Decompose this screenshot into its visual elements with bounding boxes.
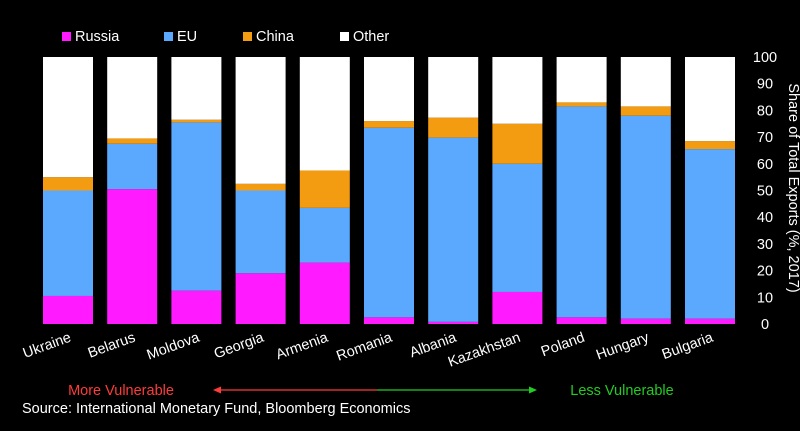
bar-russia-poland [556,317,607,324]
bar-eu-georgia [235,190,286,274]
y-tick-label: 60 [757,157,773,173]
bar-eu-moldova [171,122,222,291]
y-tick-label: 30 [757,237,773,253]
bar-china-moldova [171,119,222,123]
bar-china-armenia [299,170,350,208]
bar-other-ukraine [43,57,93,178]
legend-label-russia: Russia [75,29,120,45]
bars [43,57,735,324]
x-tick-label: Poland [539,330,587,360]
less-vulnerable-label: Less Vulnerable [570,383,673,399]
bar-eu-romania [364,127,414,318]
y-axis-label: Share of Total Exports (%, 2017) [785,83,800,292]
legend: Russia EU China Other [62,29,389,45]
bar-china-georgia [235,183,286,191]
x-tick-label: Georgia [212,329,267,362]
legend-label-other: Other [353,29,389,45]
x-tick-label: Ukraine [21,330,73,362]
bar-china-hungary [620,106,671,116]
y-tick-label: 100 [753,50,777,66]
bar-other-belarus [107,57,158,139]
bar-china-poland [556,102,607,107]
bar-china-albania [428,117,479,138]
bar-china-bulgaria [685,141,735,150]
bar-other-georgia [235,57,286,184]
y-tick-label: 0 [761,317,769,333]
bar-eu-kazakhstan [492,163,543,292]
legend-swatch-russia [62,32,71,41]
x-tick-label: Moldova [145,329,203,363]
arrow-head-right [529,386,537,394]
bar-other-hungary [620,57,671,107]
bar-eu-hungary [620,115,671,319]
x-tick-label: Belarus [86,330,138,362]
bar-china-romania [364,121,414,128]
bar-other-moldova [171,57,222,120]
bar-russia-romania [364,317,414,324]
bar-other-armenia [299,57,350,171]
arrow-head-left [213,386,221,394]
bar-china-belarus [107,138,158,144]
bar-eu-albania [428,137,479,322]
legend-swatch-china [243,32,252,41]
bar-other-bulgaria [685,57,735,142]
bar-other-poland [556,57,607,103]
bar-eu-ukraine [43,190,93,296]
x-tick-label: Romania [334,329,395,364]
bar-eu-poland [556,106,607,318]
legend-swatch-other [340,32,349,41]
y-tick-label: 90 [757,77,773,93]
bar-russia-armenia [299,262,350,324]
y-tick-label: 20 [757,264,773,280]
y-tick-label: 10 [757,290,773,306]
y-axis: 0 10 20 30 40 50 60 70 80 90 100 [753,50,777,333]
bar-eu-armenia [299,207,350,263]
bar-eu-belarus [107,143,158,190]
bar-russia-ukraine [43,295,93,324]
bar-russia-hungary [620,318,671,324]
y-tick-label: 50 [757,184,773,200]
bar-russia-belarus [107,189,158,324]
bar-other-romania [364,57,414,122]
x-tick-label: Bulgaria [660,329,716,363]
bar-other-kazakhstan [492,57,543,124]
legend-label-china: China [256,29,295,45]
bar-russia-moldova [171,290,222,324]
bar-russia-kazakhstan [492,291,543,324]
bar-eu-bulgaria [685,149,735,319]
bar-china-ukraine [43,177,93,191]
source-note: Source: International Monetary Fund, Blo… [22,401,411,417]
bar-russia-georgia [235,273,286,324]
bar-russia-bulgaria [685,318,735,324]
x-tick-label: Kazakhstan [446,330,523,371]
bar-china-kazakhstan [492,123,543,164]
legend-label-eu: EU [177,29,197,45]
x-tick-label: Hungary [594,329,652,363]
y-tick-label: 70 [757,130,773,146]
vulnerability-arrow: More Vulnerable Less Vulnerable [68,383,674,399]
bar-russia-albania [428,321,479,324]
legend-swatch-eu [164,32,173,41]
x-tick-label: Armenia [274,329,331,363]
y-tick-label: 80 [757,103,773,119]
y-tick-label: 40 [757,210,773,226]
bar-other-albania [428,57,479,118]
more-vulnerable-label: More Vulnerable [68,383,174,399]
x-axis-labels: Ukraine Belarus Moldova Georgia Armenia Roman… [21,329,716,370]
